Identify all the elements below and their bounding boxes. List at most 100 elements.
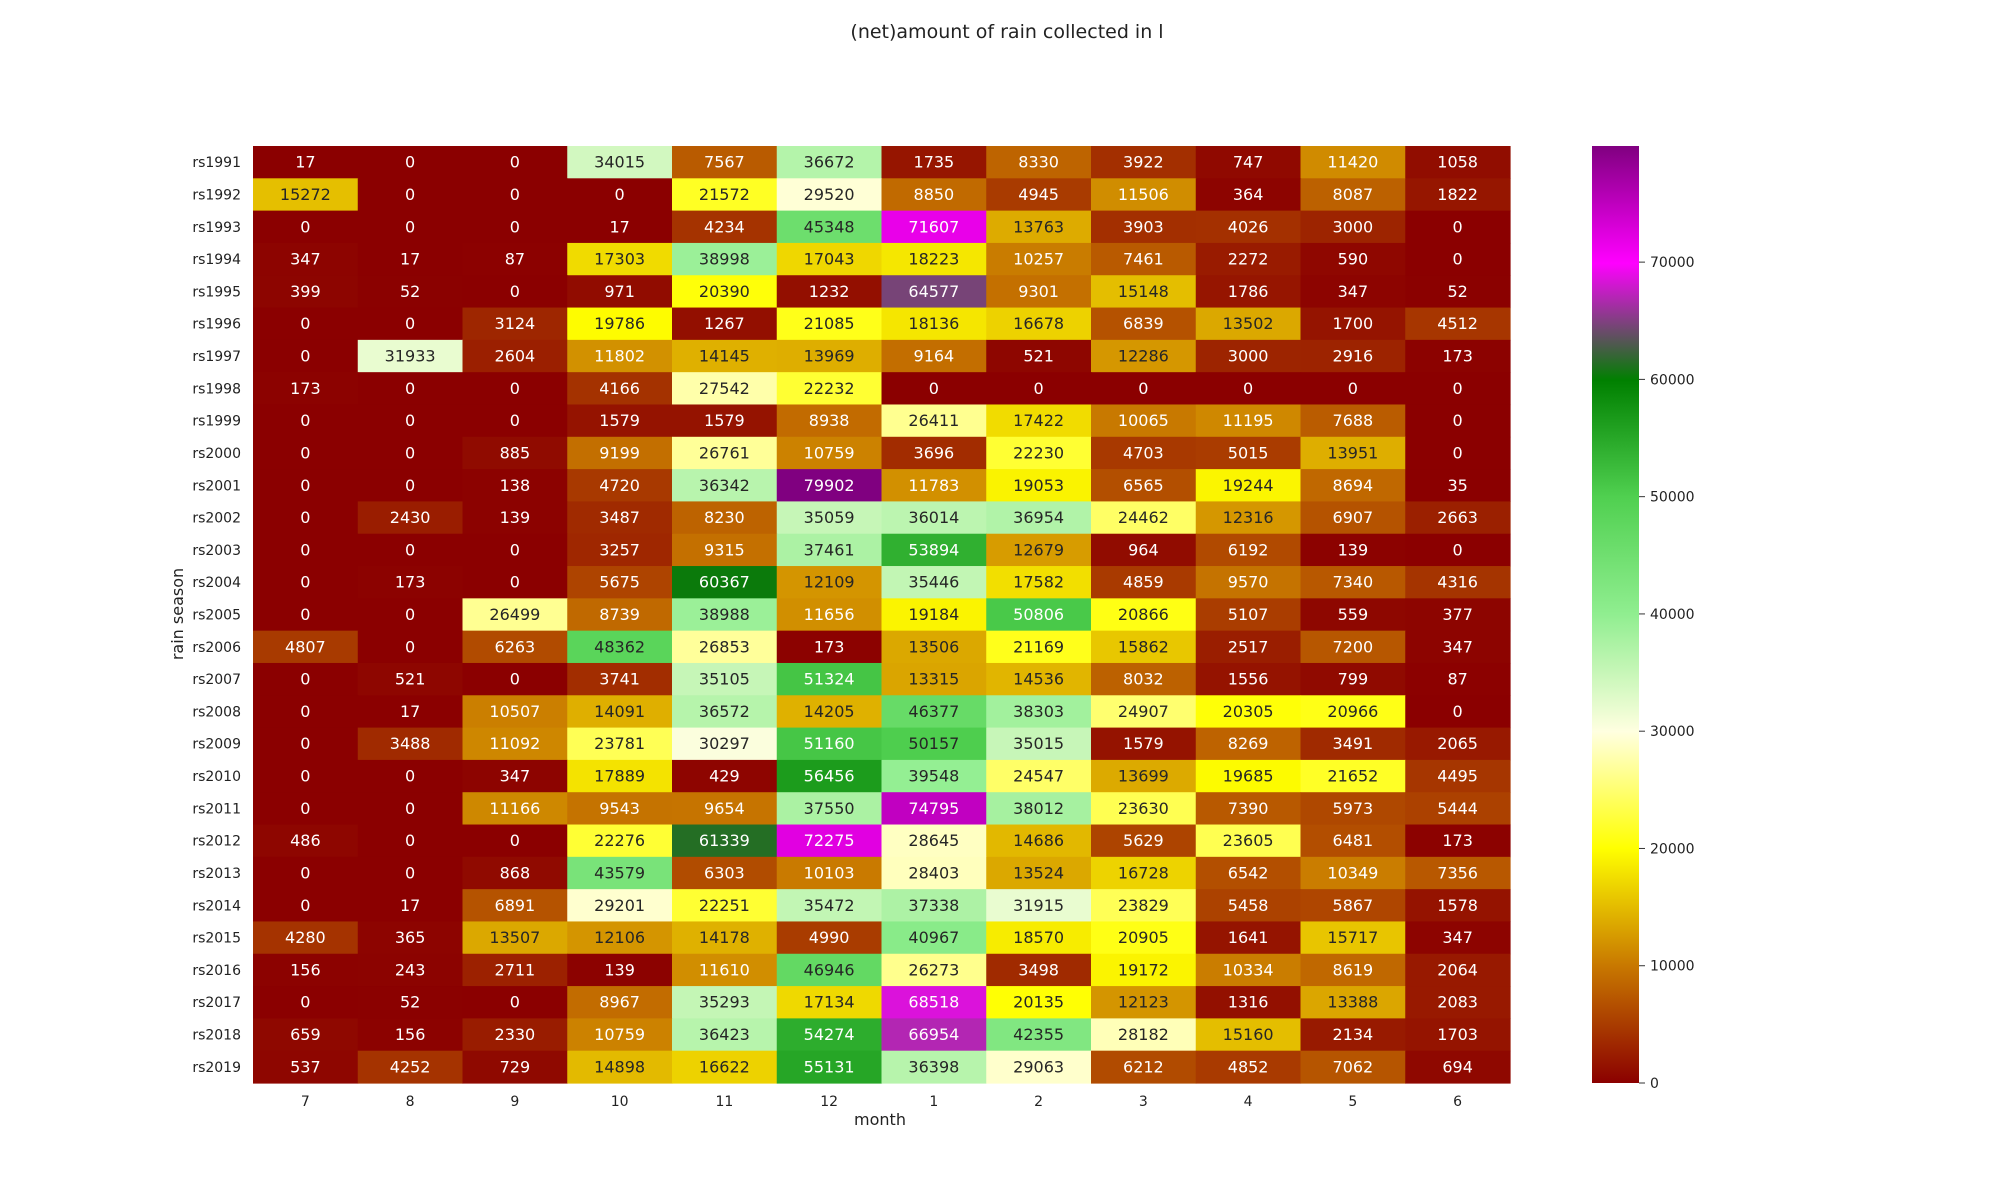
cell-value-label: 5629 — [1123, 831, 1164, 850]
cell-value-label: 347 — [1442, 637, 1473, 656]
cell-value-label: 347 — [290, 250, 321, 269]
cell-value-label: 18570 — [1013, 928, 1064, 947]
heatmap-cell — [986, 792, 1092, 826]
heatmap-cell — [1195, 759, 1302, 793]
cell-value-label: 2711 — [495, 960, 536, 979]
heatmap-cell — [1300, 856, 1406, 890]
cell-value-label: 26273 — [908, 960, 959, 979]
heatmap-cell — [1195, 953, 1302, 987]
cell-value-label: 1579 — [599, 411, 640, 430]
cell-value-label: 21572 — [699, 185, 750, 204]
colorbar-tick-label: 40000 — [1650, 607, 1695, 623]
cell-value-label: 0 — [510, 993, 520, 1012]
heatmap-cell — [253, 759, 359, 793]
heatmap-cell — [357, 824, 464, 858]
heatmap-cell — [462, 662, 568, 696]
cell-value-label: 2064 — [1437, 960, 1478, 979]
heatmap-cell — [1300, 792, 1406, 826]
heatmap-cell — [881, 146, 987, 179]
heatmap-cell — [672, 275, 778, 309]
heatmap-cell — [1091, 759, 1197, 793]
heatmap-cell — [567, 566, 673, 599]
heatmap-cell — [776, 1050, 883, 1084]
heatmap-cell — [881, 598, 987, 632]
cell-value-label: 0 — [300, 347, 310, 366]
cell-value-label: 3498 — [1018, 960, 1059, 979]
heatmap-cell — [1091, 339, 1197, 373]
heatmap-cell — [881, 210, 987, 244]
cell-value-label: 15862 — [1118, 637, 1169, 656]
y-tick-label: rs2001 — [192, 478, 241, 494]
cell-value-label: 521 — [395, 670, 426, 689]
heatmap-cell — [462, 146, 568, 179]
x-axis-title: month — [854, 1110, 906, 1129]
heatmap-cell — [1091, 178, 1197, 212]
colorbar-tick-label: 20000 — [1650, 841, 1695, 857]
cell-value-label: 4252 — [390, 1057, 431, 1076]
cell-value-label: 7356 — [1437, 863, 1478, 882]
heatmap-cell — [1300, 210, 1406, 244]
x-tick-label: 9 — [510, 1094, 519, 1110]
heatmap-cell — [1300, 759, 1406, 793]
cell-value-label: 0 — [300, 508, 310, 527]
heatmap-cell — [1091, 695, 1197, 729]
y-tick-label: rs1993 — [192, 220, 241, 236]
heatmap-cell — [567, 339, 673, 373]
cell-value-label: 55131 — [804, 1057, 855, 1076]
heatmap-cell — [672, 598, 778, 632]
cell-value-label: 4859 — [1123, 573, 1164, 592]
cell-value-label: 5973 — [1333, 799, 1374, 818]
cell-value-label: 7390 — [1228, 799, 1269, 818]
y-tick-label: rs2009 — [192, 737, 241, 753]
y-tick-label: rs2018 — [192, 1028, 241, 1044]
cell-value-label: 79902 — [804, 476, 855, 495]
heatmap-cell — [462, 921, 568, 955]
heatmap-cell — [776, 372, 883, 406]
cell-value-label: 17 — [400, 702, 420, 721]
cell-value-label: 8269 — [1228, 734, 1269, 753]
cell-value-label: 28403 — [908, 863, 959, 882]
heatmap-cell — [1091, 372, 1197, 406]
cell-value-label: 28645 — [908, 831, 959, 850]
heatmap-cell — [1195, 533, 1302, 567]
heatmap-cell — [357, 307, 464, 341]
heatmap-cell — [1405, 566, 1511, 599]
heatmap-cell — [357, 630, 464, 664]
heatmap-cell — [462, 372, 568, 406]
cell-value-label: 13315 — [908, 670, 959, 689]
x-tick-label: 6 — [1453, 1094, 1462, 1110]
cell-value-label: 4280 — [285, 928, 326, 947]
heatmap-cell — [462, 824, 568, 858]
cell-value-label: 0 — [1453, 540, 1463, 559]
y-tick-label: rs2002 — [192, 511, 241, 527]
cell-value-label: 9543 — [599, 799, 640, 818]
cell-value-label: 729 — [500, 1057, 531, 1076]
cell-value-label: 39548 — [908, 767, 959, 786]
cell-value-label: 1822 — [1437, 185, 1478, 204]
cell-value-label: 0 — [1453, 443, 1463, 462]
heatmap-cell — [1300, 727, 1406, 761]
heatmap-cell — [1195, 307, 1302, 341]
cell-value-label: 36398 — [908, 1057, 959, 1076]
colorbar-ticks: 0 10000 20000 30000 40000 50000 60000 70000 — [1639, 255, 1695, 1092]
cell-value-label: 38988 — [699, 605, 750, 624]
cell-value-label: 0 — [405, 217, 415, 236]
heatmap-cell — [1405, 146, 1511, 179]
heatmap-cell — [776, 1018, 883, 1052]
cell-value-label: 36954 — [1013, 508, 1064, 527]
heatmap-cell — [462, 566, 568, 599]
heatmap-cell — [1195, 598, 1302, 632]
heatmap-cell — [672, 856, 778, 890]
heatmap-cell — [881, 339, 987, 373]
cell-value-label: 173 — [1442, 831, 1473, 850]
heatmap-cell — [776, 501, 883, 535]
heatmap-cell — [567, 953, 673, 987]
colorbar-tick-label: 0 — [1650, 1076, 1659, 1092]
cell-value-label: 87 — [505, 250, 525, 269]
cell-value-label: 0 — [1348, 379, 1358, 398]
cell-value-label: 38998 — [699, 250, 750, 269]
cell-value-label: 0 — [300, 314, 310, 333]
cell-value-label: 4852 — [1228, 1057, 1269, 1076]
heatmap-cell — [1195, 372, 1302, 406]
heatmap-cell — [1405, 178, 1511, 212]
